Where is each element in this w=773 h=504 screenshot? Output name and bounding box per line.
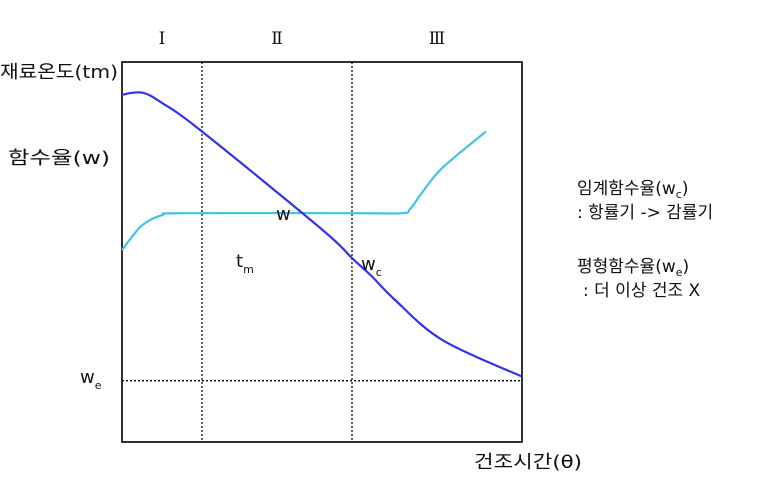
critical-note-title: 임계함수율(wc)	[577, 179, 689, 201]
equilibrium-label: we	[80, 367, 102, 392]
critical-moisture-note: 임계함수율(wc) : 항률기 -> 감률기	[577, 178, 713, 224]
period-label-2: Ⅱ	[271, 29, 283, 49]
y-label-temperature: 재료온도(tm)	[0, 62, 118, 83]
critical-point-label: wc	[361, 254, 382, 279]
period-label-1: Ⅰ	[159, 29, 166, 49]
period-label-3: Ⅲ	[429, 29, 445, 49]
tm-curve-label: tm	[236, 251, 254, 276]
period-dividers	[201, 62, 353, 442]
series-line-w	[121, 91, 523, 378]
x-axis-label: 건조시간(θ)	[474, 452, 582, 473]
equilibrium-moisture-note: 평형함수율(we) : 더 이상 건조 X	[577, 256, 700, 302]
equilibrium-note-title: 평형함수율(we)	[577, 257, 690, 279]
critical-note-desc: : 항률기 -> 감률기	[577, 203, 714, 223]
w-curve-label: w	[276, 204, 291, 225]
y-label-moisture: 함수율(w)	[8, 148, 110, 169]
equilibrium-note-desc: : 더 이상 건조 X	[583, 281, 701, 301]
series-line-tm	[121, 130, 487, 251]
plot-frame	[121, 61, 523, 443]
